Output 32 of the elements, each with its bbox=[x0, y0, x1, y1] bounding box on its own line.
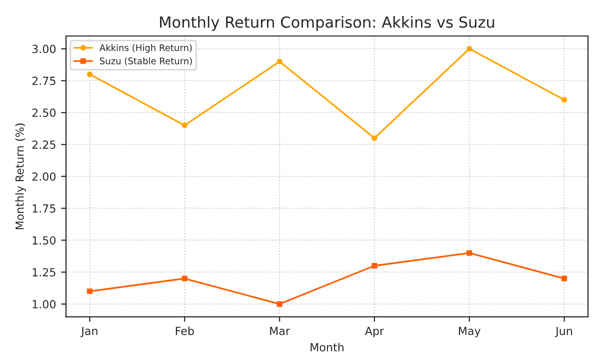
y-tick-label: 1.75 bbox=[32, 204, 56, 213]
x-tick-label: Jun bbox=[555, 326, 572, 338]
y-axis-title: Monthly Return (%) bbox=[15, 124, 26, 230]
x-tick-label: Mar bbox=[270, 326, 290, 336]
y-tick-label: 1.25 bbox=[32, 268, 56, 277]
x-tick-label: May bbox=[458, 326, 481, 338]
point bbox=[182, 276, 188, 282]
legend-label: Suzu (Stable Return) bbox=[100, 57, 192, 66]
y-tick-label: 2.25 bbox=[32, 140, 56, 149]
point bbox=[372, 135, 378, 141]
x-axis-title: Month bbox=[310, 342, 344, 352]
legend-label: Akkins (High Return) bbox=[99, 44, 192, 53]
point bbox=[372, 262, 378, 269]
chart-title: Monthly Return Comparison: Akkins vs Suzu bbox=[160, 16, 494, 31]
point bbox=[561, 276, 568, 282]
y-tick-label: 2.75 bbox=[32, 76, 56, 86]
point bbox=[276, 58, 282, 64]
y-tick-label: 2.00 bbox=[32, 172, 56, 181]
x-tick-label: Jan bbox=[80, 326, 98, 338]
point bbox=[86, 288, 93, 294]
y-tick-label: 3.00 bbox=[32, 44, 56, 54]
point bbox=[466, 250, 472, 256]
x-tick-label: Apr bbox=[364, 326, 384, 338]
point bbox=[182, 122, 188, 128]
point bbox=[561, 97, 568, 103]
y-tick-label: 1.50 bbox=[32, 236, 56, 245]
y-tick-label: 1.00 bbox=[32, 300, 56, 308]
point bbox=[276, 301, 282, 307]
y-tick-label: 2.50 bbox=[32, 108, 56, 117]
point bbox=[466, 46, 472, 52]
point bbox=[86, 72, 93, 78]
x-tick-label: Feb bbox=[176, 326, 194, 336]
